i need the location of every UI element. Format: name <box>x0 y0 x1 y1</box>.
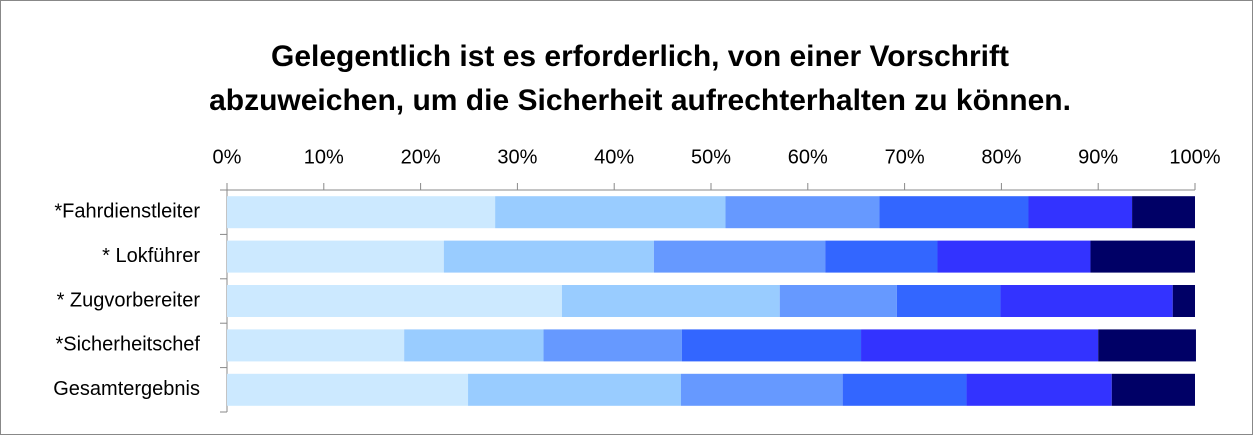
bar-segment <box>1028 196 1133 229</box>
y-tick-label: *Fahrdienstleiter <box>54 200 200 222</box>
bar-segment <box>842 373 967 406</box>
bar-segment <box>227 373 469 406</box>
x-tick-label: 90% <box>1078 146 1118 168</box>
x-tick-label: 20% <box>401 146 441 168</box>
bar-segment <box>861 329 1099 362</box>
bar-segment <box>725 196 880 229</box>
bar-segment <box>1111 373 1195 406</box>
bar-segment <box>825 240 938 273</box>
x-tick-label: 100% <box>1169 146 1220 168</box>
bar-segment <box>404 329 544 362</box>
bar-segment <box>227 196 496 229</box>
x-tick-label: 0% <box>213 146 242 168</box>
bar-segment <box>561 285 780 317</box>
bar-segment <box>443 240 654 273</box>
bar-segment <box>1098 329 1196 362</box>
y-tick-label: Gesamtergebnis <box>53 378 200 400</box>
bar-segment <box>227 329 405 362</box>
x-tick-label: 70% <box>885 146 925 168</box>
bar-segment <box>1172 285 1195 317</box>
bar-segment <box>1090 240 1195 273</box>
bar-segment <box>779 285 897 317</box>
bar-segment <box>680 373 843 406</box>
bar-segment <box>966 373 1112 406</box>
bar-segment <box>896 285 1001 317</box>
bar-segment <box>468 373 681 406</box>
bar-segment <box>227 285 562 317</box>
bar-segment <box>1000 285 1173 317</box>
bar-segment <box>227 240 444 273</box>
y-tick-label: *Sicherheitschef <box>55 334 200 356</box>
bar-segment <box>879 196 1029 229</box>
bar-segment <box>681 329 862 362</box>
bar-segment <box>1132 196 1195 229</box>
x-tick-label: 40% <box>594 146 634 168</box>
y-tick-label: * Zugvorbereiter <box>57 289 201 311</box>
x-tick-label: 30% <box>497 146 537 168</box>
bar-segment <box>653 240 826 273</box>
bar-segment <box>937 240 1091 273</box>
x-tick-label: 10% <box>304 146 344 168</box>
y-tick-label: * Lokführer <box>102 245 200 267</box>
chart-title: abzuweichen, um die Sicherheit aufrechte… <box>209 84 1071 117</box>
chart-title: Gelegentlich ist es erforderlich, von ei… <box>271 40 1009 73</box>
x-tick-label: 50% <box>691 146 731 168</box>
x-tick-label: 60% <box>788 146 828 168</box>
bar-segment <box>543 329 682 362</box>
x-tick-label: 80% <box>981 146 1021 168</box>
bar-segment <box>495 196 726 229</box>
